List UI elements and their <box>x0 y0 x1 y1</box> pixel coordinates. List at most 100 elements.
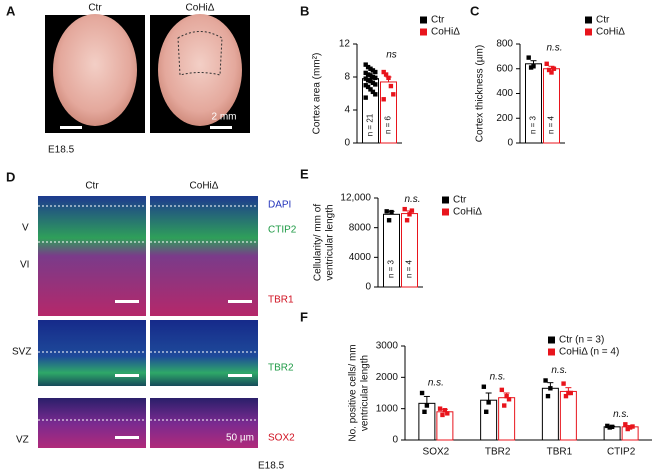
data-point <box>419 390 425 396</box>
y-tick-label: 1000 <box>376 403 399 414</box>
data-point <box>504 393 509 399</box>
legend-label: Ctr <box>431 15 445 26</box>
micrograph <box>38 196 146 316</box>
data-point <box>549 70 554 75</box>
stain-label: DAPI <box>268 200 291 211</box>
panel-label: B <box>300 3 309 18</box>
y-axis-label: Cellularity/ mm of <box>313 204 324 281</box>
data-point <box>531 64 536 69</box>
scale-bars <box>115 300 252 439</box>
micrograph <box>38 398 146 448</box>
y-tick-label: 8000 <box>349 222 372 233</box>
legend-label: Ctr <box>596 15 610 26</box>
data-point <box>409 208 415 213</box>
data-point <box>363 76 368 81</box>
data-point <box>368 78 373 84</box>
data-point <box>543 378 548 383</box>
column-label: Ctr <box>85 181 99 192</box>
data-point <box>384 209 389 214</box>
data-point <box>526 55 531 60</box>
data-point <box>368 73 373 78</box>
micrograph <box>150 196 258 316</box>
data-point <box>484 409 489 414</box>
data-point <box>370 89 376 95</box>
data-point <box>381 69 386 75</box>
data-point <box>561 381 566 386</box>
legend-label: CoHiΔ <box>453 207 482 218</box>
y-axis-label: ventricular length <box>325 204 336 280</box>
data-point <box>623 422 628 427</box>
y-tick-label: 0 <box>507 138 513 149</box>
annotation: ns <box>386 49 397 60</box>
data-point <box>545 393 551 399</box>
data-point <box>437 406 443 411</box>
annotation: n.s. <box>551 365 567 376</box>
data-point <box>486 400 491 405</box>
bar <box>436 411 454 441</box>
data-point <box>404 218 410 223</box>
data-point <box>386 218 392 223</box>
legend-marker <box>420 28 427 36</box>
bar <box>418 402 436 441</box>
panel-label: F <box>300 309 308 324</box>
data-point <box>609 424 615 430</box>
data-point <box>445 411 450 416</box>
data-point <box>424 403 430 408</box>
panel-label: E <box>300 166 309 181</box>
legend-marker <box>585 28 592 36</box>
legend-marker <box>548 348 555 356</box>
column-label: CoHiΔ <box>190 181 219 192</box>
stain-label: CTIP2 <box>268 225 297 236</box>
scale-label: 2 mm <box>212 112 237 123</box>
annotation: n.s. <box>490 371 506 382</box>
data-point <box>499 387 505 393</box>
micrograph <box>150 398 258 448</box>
annotation: n.s. <box>404 194 420 205</box>
data-point <box>625 426 630 432</box>
annotation: n.s. <box>613 409 629 420</box>
boundaries <box>38 205 258 421</box>
x-tick-label: TBR1 <box>547 447 573 458</box>
stain-label: TBR1 <box>268 295 294 306</box>
legend-marker <box>420 16 427 24</box>
legend-label: CoHiΔ (n = 4) <box>559 347 619 358</box>
data-point <box>568 390 573 396</box>
annotation: n.s. <box>546 42 562 53</box>
data-point <box>373 69 378 75</box>
data-point <box>365 84 371 90</box>
data-point <box>373 75 378 81</box>
data-point <box>440 412 445 418</box>
panel-label: C <box>470 3 480 18</box>
brain <box>158 14 242 126</box>
layer-label: VI <box>20 260 29 271</box>
data-point <box>607 425 612 430</box>
n-label: n = 3 <box>387 259 396 278</box>
data-point <box>363 70 368 76</box>
data-point <box>630 424 635 429</box>
data-point <box>370 74 376 80</box>
scale-label: 50 µm <box>226 433 254 444</box>
data-point <box>363 62 368 67</box>
data-point <box>506 397 512 402</box>
y-axis-label: Cortex thickness (µm) <box>475 45 486 142</box>
data-point <box>386 75 391 81</box>
annotation: n.s. <box>428 378 444 389</box>
data-point <box>528 65 534 70</box>
y-tick-label: 400 <box>496 88 513 99</box>
brain <box>53 14 137 126</box>
x-tick-label: SOX2 <box>423 447 450 458</box>
bar <box>541 387 559 441</box>
legend-marker <box>442 208 449 216</box>
layer-label: SVZ <box>12 347 31 358</box>
x-tick-label: TBR2 <box>485 447 511 458</box>
legend-label: CoHiΔ <box>431 27 460 38</box>
y-tick-label: 0 <box>392 435 398 446</box>
n-label: n = 4 <box>547 115 556 134</box>
data-point <box>605 423 610 429</box>
y-axis-label: Cortex area (mm²) <box>312 53 323 135</box>
legend-marker <box>442 196 449 204</box>
n-label: n = 21 <box>366 113 375 136</box>
data-point <box>442 408 448 413</box>
scale-bar <box>60 126 82 129</box>
